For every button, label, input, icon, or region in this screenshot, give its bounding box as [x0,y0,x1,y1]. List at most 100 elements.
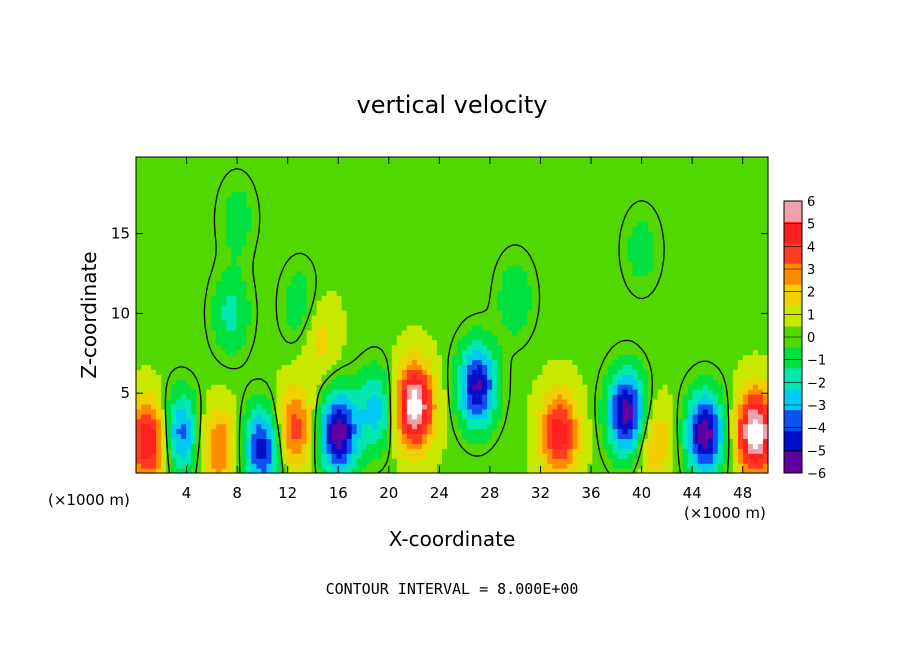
heatmap-cell [336,324,343,331]
heatmap-cell [361,319,368,326]
heatmap-cell [296,310,303,316]
heatmap-cell [271,448,278,454]
heatmap-cell [141,300,147,306]
heatmap-cell [441,468,448,474]
heatmap-cell [271,458,278,464]
heatmap-cell [482,379,488,385]
heatmap-cell [652,413,659,420]
heatmap-cell [141,324,147,331]
heatmap-cell [457,344,463,351]
heatmap-cell [587,329,594,336]
heatmap-cell [151,359,157,365]
heatmap-cell [507,315,513,321]
heatmap-cell [171,369,177,375]
heatmap-cell [211,389,217,395]
heatmap-cell [752,398,759,405]
heatmap-cell [306,364,313,370]
heatmap-cell [361,433,368,440]
heatmap-cell [757,349,764,356]
heatmap-cell [301,315,308,321]
heatmap-cell [376,418,383,425]
heatmap-cell [186,403,192,410]
heatmap-cell [747,389,754,395]
heatmap-cell [386,275,393,282]
heatmap-cell [627,334,634,341]
heatmap-cell [281,280,288,286]
heatmap-cell [191,448,197,454]
heatmap-cell [607,344,614,351]
heatmap-cell [712,310,719,316]
heatmap-cell [416,423,423,430]
heatmap-cell [201,295,207,301]
heatmap-cell [522,315,528,321]
heatmap-cell [296,413,303,420]
heatmap-cell [512,305,518,311]
heatmap-cell [752,394,759,400]
heatmap-cell [196,285,202,291]
heatmap-cell [532,349,538,356]
heatmap-cell [251,458,257,464]
heatmap-cell [281,364,288,370]
heatmap-cell [657,364,664,370]
heatmap-cell [206,300,212,306]
heatmap-cell [512,389,518,395]
heatmap-cell [727,398,734,405]
heatmap-cell [426,349,433,356]
heatmap-cell [542,319,548,326]
heatmap-cell [266,280,273,286]
heatmap-cell [452,324,458,331]
heatmap-cell [592,295,599,301]
heatmap-cell [687,315,694,321]
heatmap-cell [341,403,348,410]
heatmap-cell [226,438,232,444]
heatmap-cell [587,285,594,291]
heatmap-cell [692,403,699,410]
heatmap-cell [672,295,679,301]
heatmap-cell [742,295,749,301]
heatmap-cell [251,398,257,405]
heatmap-cell [401,315,408,321]
heatmap-cell [241,394,247,400]
heatmap-cell [742,403,749,410]
heatmap-cell [502,448,508,454]
heatmap-cell [597,339,604,346]
heatmap-cell [727,413,734,420]
heatmap-cell [216,344,222,351]
heatmap-cell [502,305,508,311]
heatmap-cell [722,339,729,346]
heatmap-cell [697,389,704,395]
heatmap-cell [181,418,187,425]
heatmap-cell [607,384,614,390]
heatmap-cell [191,384,197,390]
heatmap-cell [702,403,709,410]
heatmap-cell [577,359,584,365]
heatmap-cell [547,468,553,474]
heatmap-cell [171,290,177,296]
heatmap-cell [702,280,709,286]
heatmap-cell [662,438,669,444]
heatmap-cell [667,374,674,380]
heatmap-cell [582,364,589,370]
heatmap-cell [346,310,353,316]
heatmap-cell [462,394,468,400]
heatmap-cell [467,379,473,385]
heatmap-cell [251,315,257,321]
heatmap-cell [316,418,323,425]
heatmap-cell [406,290,413,296]
heatmap-cell [306,324,313,331]
heatmap-cell [156,463,162,469]
heatmap-cell [191,413,197,420]
heatmap-cell [211,310,217,316]
heatmap-cell [602,290,609,296]
heatmap-cell [351,453,358,459]
heatmap-cell [757,384,764,390]
heatmap-cell [682,443,689,449]
heatmap-cell [336,359,343,365]
heatmap-cell [371,458,378,464]
heatmap-cell [161,300,167,306]
heatmap-cell [326,398,333,405]
heatmap-cell [582,448,589,454]
heatmap-cell [632,329,639,336]
heatmap-cell [762,389,769,395]
heatmap-cell [697,468,704,474]
